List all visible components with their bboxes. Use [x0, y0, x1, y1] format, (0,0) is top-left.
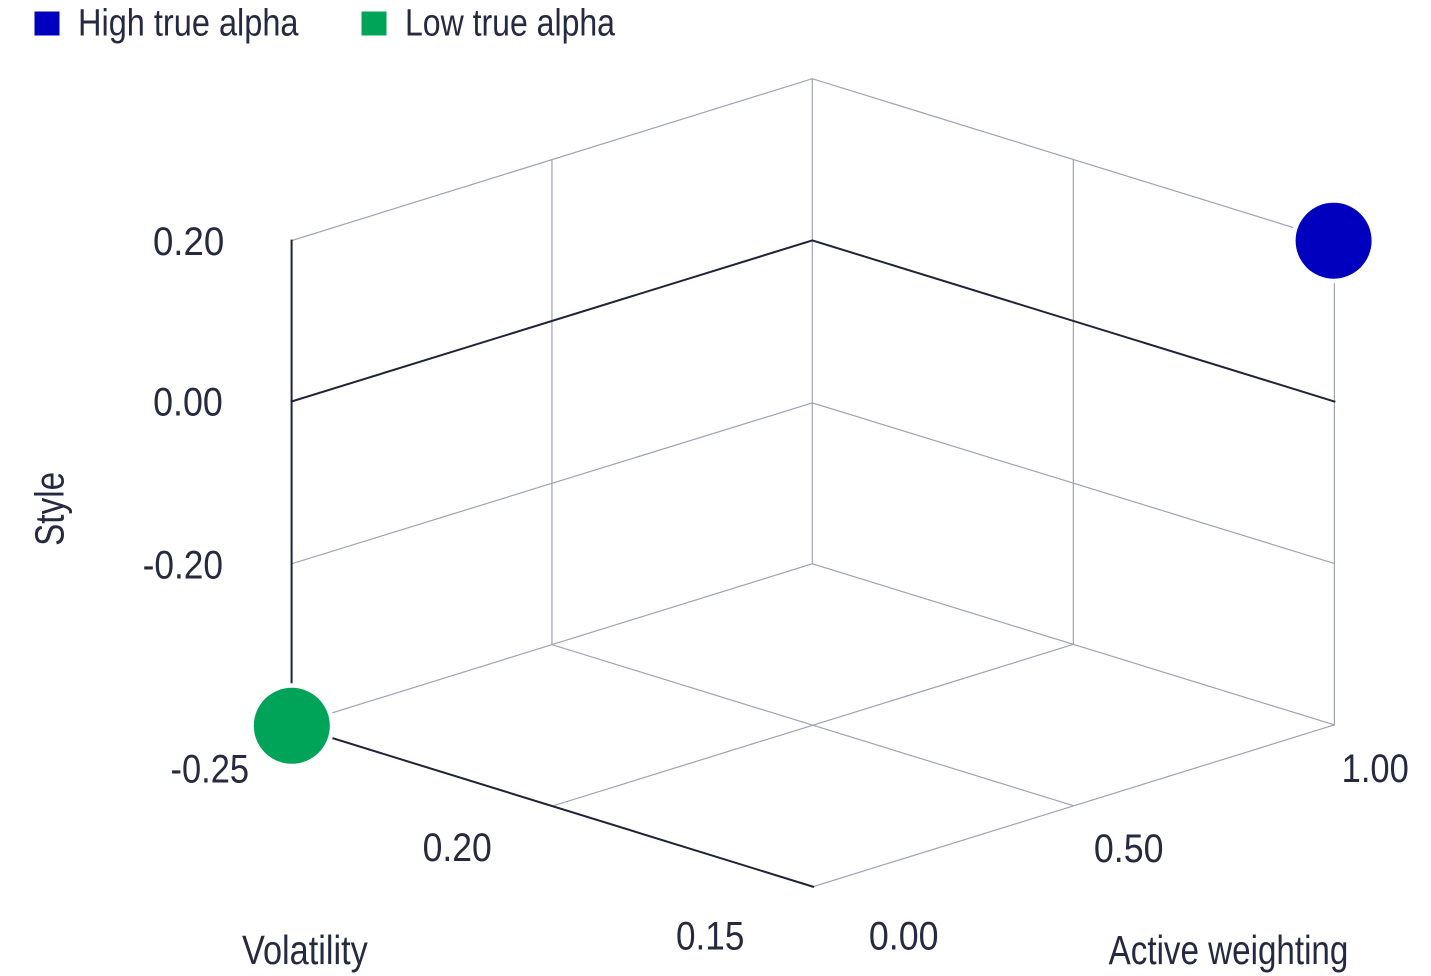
svg-text:0.15: 0.15 — [676, 915, 744, 959]
svg-text:High true alpha: High true alpha — [78, 3, 299, 45]
svg-text:Style: Style — [27, 472, 73, 546]
svg-text:1.00: 1.00 — [1342, 747, 1409, 791]
svg-text:Active weighting: Active weighting — [1109, 927, 1349, 973]
svg-text:Volatility: Volatility — [242, 927, 368, 973]
svg-text:0.00: 0.00 — [153, 381, 223, 425]
svg-text:0.20: 0.20 — [153, 220, 224, 264]
svg-text:Low true alpha: Low true alpha — [405, 3, 616, 45]
svg-text:-0.20: -0.20 — [143, 543, 223, 587]
svg-text:0.20: 0.20 — [423, 826, 492, 870]
svg-text:0.00: 0.00 — [869, 915, 939, 959]
svg-text:0.50: 0.50 — [1094, 827, 1164, 871]
svg-text:-0.25: -0.25 — [171, 748, 250, 792]
